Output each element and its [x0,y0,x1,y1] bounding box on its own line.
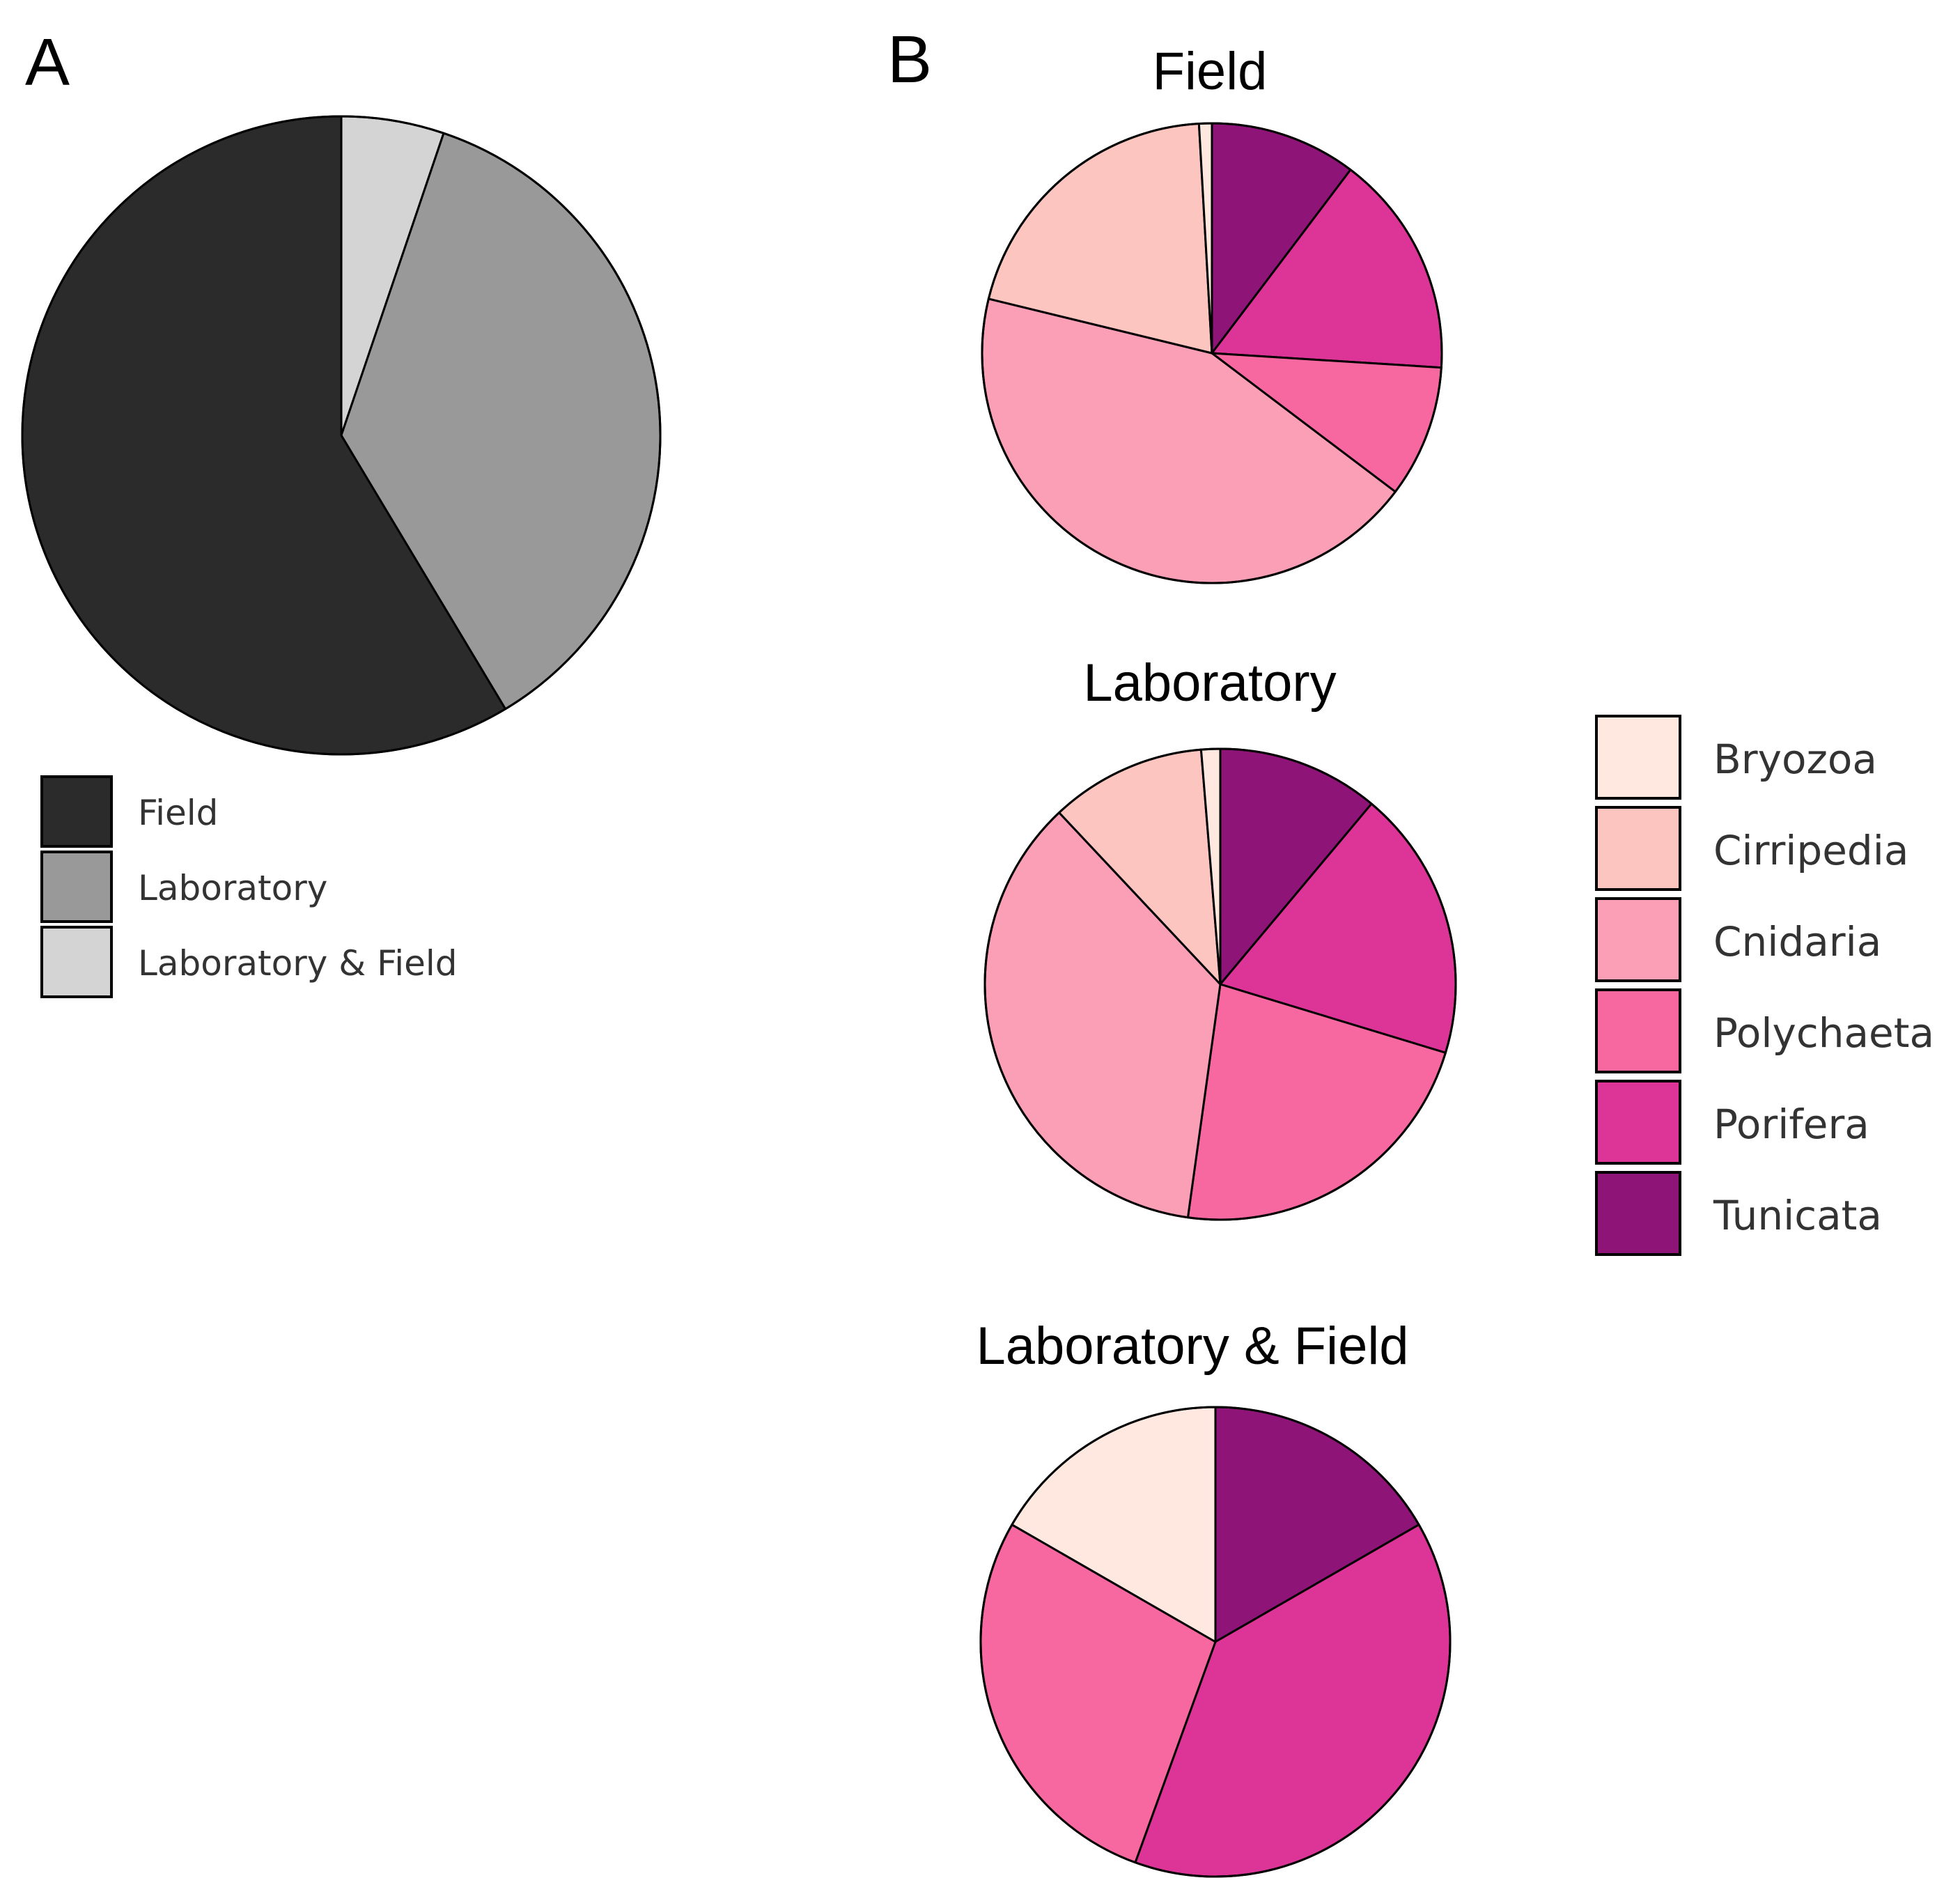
legend-b-entry-polychaeta: Polychaeta [1595,988,1934,1073]
legend-a-swatch-field [40,775,113,848]
pie-chart-a [21,115,662,756]
legend-a-label-field: Field [138,793,218,833]
legend-b-swatch-cirripedia [1595,806,1681,891]
legend-b-entry-cirripedia: Cirripedia [1595,806,1908,891]
legend-b-label-cirripedia: Cirripedia [1713,827,1908,874]
pie-title-field: Field [1153,42,1268,101]
pie-title-laboratory: Laboratory [1083,653,1336,713]
pie-chart-field [981,122,1443,584]
legend-b: Bryozoa Cirripedia Cnidaria Polychaeta P… [1595,715,1934,1256]
pie-chart-laboratory [983,747,1457,1221]
legend-a-entry-laboratory: Laboratory [40,851,327,923]
pie-outline-laboratory [983,747,1457,1221]
legend-b-swatch-bryozoa [1595,715,1681,800]
legend-a-entry-laboratory-field: Laboratory & Field [40,926,458,998]
legend-b-entry-porifera: Porifera [1595,1080,1869,1165]
legend-b-swatch-polychaeta [1595,988,1681,1073]
legend-b-label-cnidaria: Cnidaria [1713,918,1881,965]
legend-b-entry-cnidaria: Cnidaria [1595,897,1881,982]
legend-b-swatch-tunicata [1595,1171,1681,1256]
legend-b-label-bryozoa: Bryozoa [1713,736,1877,783]
legend-b-label-polychaeta: Polychaeta [1713,1009,1934,1057]
pie-outline-field [981,122,1443,584]
panel-label-b: B [887,22,932,97]
pie-outline-a [21,115,662,756]
legend-b-label-porifera: Porifera [1713,1101,1869,1148]
legend-b-swatch-porifera [1595,1080,1681,1165]
legend-b-swatch-cnidaria [1595,897,1681,982]
legend-a-label-laboratory-field: Laboratory & Field [138,943,458,984]
legend-a-swatch-laboratory-field [40,926,113,998]
pie-chart-laboratory-field [979,1406,1452,1878]
pie-title-laboratory-field: Laboratory & Field [977,1317,1409,1376]
legend-a: Field Laboratory Laboratory & Field [40,775,458,998]
legend-b-entry-bryozoa: Bryozoa [1595,715,1877,800]
legend-b-label-tunicata: Tunicata [1713,1192,1882,1239]
legend-a-entry-field: Field [40,775,218,848]
legend-a-label-laboratory: Laboratory [138,868,327,908]
legend-a-swatch-laboratory [40,851,113,923]
pie-outline-laboratory-field [979,1406,1452,1878]
panel-label-a: A [25,25,70,100]
legend-b-entry-tunicata: Tunicata [1595,1171,1882,1256]
